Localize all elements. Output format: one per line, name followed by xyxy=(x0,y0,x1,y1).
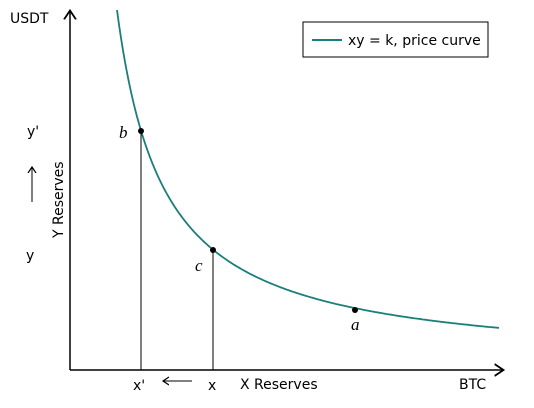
y-mark: y' xyxy=(27,124,39,140)
point-label: a xyxy=(351,315,360,334)
y-label: Y Reserves xyxy=(51,161,67,239)
y-unit: USDT xyxy=(10,11,49,27)
point-label: c xyxy=(195,256,203,275)
legend-label: xy = k, price curve xyxy=(348,33,481,49)
point xyxy=(138,128,144,134)
x-unit: BTC xyxy=(459,377,486,393)
x-mark: x xyxy=(208,378,216,394)
point xyxy=(352,307,358,313)
x-mark: x' xyxy=(133,378,145,394)
y-mark: y xyxy=(26,248,34,264)
x-label: X Reserves xyxy=(240,377,318,393)
point-label: b xyxy=(119,123,128,142)
point xyxy=(210,247,216,253)
price-curve xyxy=(116,9,500,329)
